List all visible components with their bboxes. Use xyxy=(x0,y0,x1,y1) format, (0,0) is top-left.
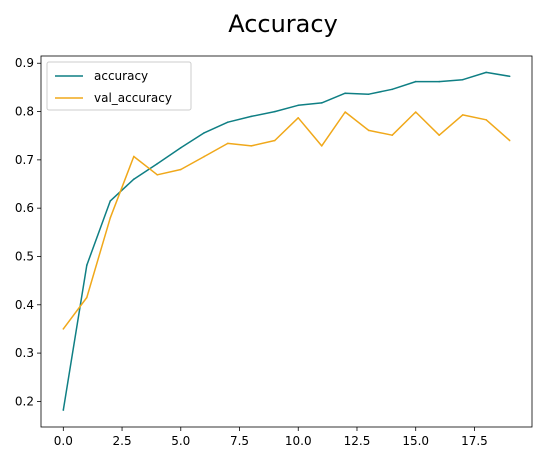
data-point-val_accuracy xyxy=(132,155,135,158)
x-tick-label: 12.5 xyxy=(344,434,371,448)
x-tick-label: 15.0 xyxy=(402,434,429,448)
data-point-val_accuracy xyxy=(179,168,182,171)
data-point-val_accuracy xyxy=(320,145,323,147)
legend-label-accuracy: accuracy xyxy=(94,69,148,83)
data-point-accuracy xyxy=(391,88,394,91)
data-point-accuracy xyxy=(109,200,112,202)
data-point-accuracy xyxy=(86,264,88,266)
data-point-val_accuracy xyxy=(438,134,441,137)
data-point-accuracy xyxy=(179,146,182,149)
y-tick-label: 0.7 xyxy=(15,153,34,167)
data-point-val_accuracy xyxy=(203,155,206,158)
data-point-accuracy xyxy=(297,104,300,107)
data-point-accuracy xyxy=(344,92,347,94)
data-point-accuracy xyxy=(320,102,323,104)
x-tick-label: 2.5 xyxy=(113,434,132,448)
plot-area: 0.0 2.5 5.0 7.5 10.0 12.5 15.0 17.5 0.2 0.3 0.4 0.5… xyxy=(15,55,533,448)
y-tick-label: 0.2 xyxy=(15,394,34,408)
y-tick-label: 0.4 xyxy=(15,298,34,312)
data-point-accuracy xyxy=(367,93,370,95)
data-point-val_accuracy xyxy=(297,117,300,119)
data-point-accuracy xyxy=(62,409,65,411)
data-point-accuracy xyxy=(438,80,441,83)
data-point-accuracy xyxy=(203,132,206,134)
data-point-accuracy xyxy=(508,75,511,78)
data-point-val_accuracy xyxy=(86,296,88,299)
x-tick-label: 5.0 xyxy=(171,434,190,448)
data-point-accuracy xyxy=(132,178,135,180)
data-point-val_accuracy xyxy=(250,145,253,147)
series-line-accuracy xyxy=(62,71,510,411)
data-point-accuracy xyxy=(250,115,253,118)
data-point-val_accuracy xyxy=(508,139,511,142)
data-point-val_accuracy xyxy=(391,134,394,137)
series-line-val_accuracy xyxy=(62,111,511,330)
chart-title: Accuracy xyxy=(228,10,338,38)
data-point-accuracy xyxy=(485,71,487,74)
data-point-val_accuracy xyxy=(273,139,276,142)
data-point-accuracy xyxy=(273,110,276,113)
x-tick-label: 0.0 xyxy=(54,434,73,448)
y-tick-label: 0.9 xyxy=(15,56,34,70)
data-point-accuracy xyxy=(226,121,229,123)
data-point-val_accuracy xyxy=(367,129,370,132)
data-point-val_accuracy xyxy=(485,118,487,121)
y-tick-label: 0.6 xyxy=(15,201,34,215)
data-point-val_accuracy xyxy=(156,174,159,176)
plot-frame xyxy=(40,55,533,428)
data-point-val_accuracy xyxy=(62,328,65,330)
legend-label-val_accuracy: val_accuracy xyxy=(94,91,172,105)
data-point-accuracy xyxy=(461,78,464,81)
x-tick-label: 7.5 xyxy=(230,434,249,448)
data-point-accuracy xyxy=(156,162,159,165)
data-point-val_accuracy xyxy=(461,114,464,116)
x-tick-label: 17.5 xyxy=(461,434,488,448)
data-point-accuracy xyxy=(414,80,417,83)
data-point-val_accuracy xyxy=(414,111,417,113)
y-tick-label: 0.5 xyxy=(15,249,34,263)
data-point-val_accuracy xyxy=(344,111,347,113)
x-tick-label: 10.0 xyxy=(285,434,312,448)
data-point-val_accuracy xyxy=(109,217,112,219)
y-tick-label: 0.3 xyxy=(15,346,34,360)
data-point-val_accuracy xyxy=(226,142,229,145)
y-tick-label: 0.8 xyxy=(15,105,34,119)
